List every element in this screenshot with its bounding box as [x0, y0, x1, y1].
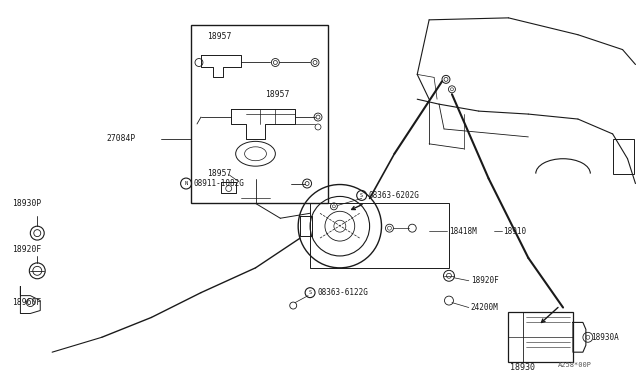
Text: 18957: 18957 — [207, 32, 231, 41]
Text: 08363-6122G: 08363-6122G — [317, 288, 368, 297]
Text: 18910: 18910 — [504, 227, 527, 235]
Text: 24200M: 24200M — [471, 303, 499, 312]
Text: 18957: 18957 — [207, 169, 231, 178]
Text: 18960F: 18960F — [12, 298, 42, 307]
Text: A258*00P: A258*00P — [558, 362, 592, 368]
Text: 18418M: 18418M — [449, 227, 477, 235]
Text: 18930A: 18930A — [591, 333, 619, 342]
Text: 18930P: 18930P — [12, 199, 42, 208]
Text: 27084P: 27084P — [107, 134, 136, 143]
Bar — [612, 139, 634, 174]
Text: N: N — [184, 181, 188, 186]
Text: 18930: 18930 — [511, 363, 536, 372]
Text: S: S — [308, 290, 312, 295]
Text: 18920F: 18920F — [12, 246, 42, 254]
Text: 08911-1082G: 08911-1082G — [193, 179, 244, 188]
Text: 18920F: 18920F — [471, 276, 499, 285]
Bar — [310, 203, 449, 268]
Bar — [509, 312, 573, 362]
Text: 08363-6202G: 08363-6202G — [369, 191, 419, 200]
Text: S: S — [360, 193, 364, 198]
Text: 18957: 18957 — [266, 90, 290, 99]
Bar — [191, 25, 328, 203]
